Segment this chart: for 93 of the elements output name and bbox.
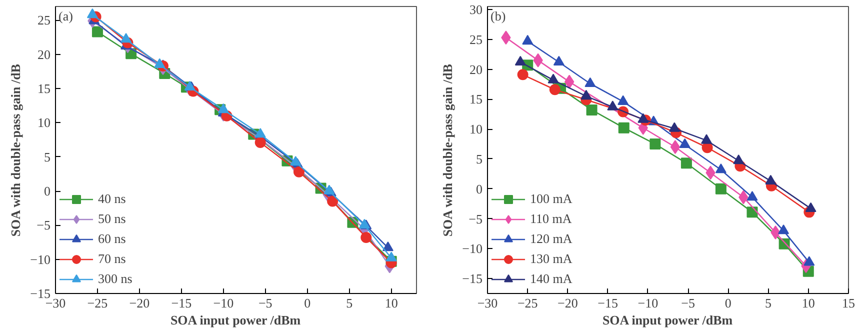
y-tick-label: 20 [470, 62, 482, 77]
point [517, 69, 528, 80]
x-axis-title: SOA input power /dBm [170, 312, 301, 328]
point [120, 33, 132, 43]
point [607, 100, 618, 110]
x-tick-label: −10 [638, 296, 658, 310]
x-tick-label: −20 [129, 296, 150, 310]
point [701, 134, 712, 144]
legend-label: 50 ns [98, 211, 126, 227]
y-tick-label: 10 [470, 122, 482, 137]
point [765, 174, 776, 184]
x-tick-label: −5 [258, 296, 272, 310]
point [549, 84, 560, 96]
y-tick-label: 0 [44, 184, 50, 198]
legend-label: 120 mA [530, 231, 572, 247]
x-tick-label: −10 [213, 296, 234, 310]
legend-label: 70 ns [98, 251, 126, 267]
point [680, 158, 692, 169]
legend-label: 300 ns [98, 271, 132, 287]
y-tick-label: 15 [470, 92, 482, 107]
legend-label: 60 ns [98, 231, 126, 247]
point [733, 154, 744, 164]
point [522, 34, 534, 45]
point [618, 95, 629, 105]
x-tick-label: 5 [346, 296, 353, 310]
y-tick-label: −15 [30, 286, 51, 301]
legend-label: 100 mA [530, 191, 572, 207]
x-tick-label: −5 [681, 296, 695, 310]
point [638, 113, 649, 123]
y-tick-label: 20 [38, 46, 50, 62]
point [580, 90, 592, 100]
y-tick-label: −15 [462, 271, 483, 286]
y-tick-label: 0 [476, 181, 482, 196]
point [548, 74, 559, 84]
y-tick-label: −10 [462, 241, 483, 256]
legend-label: 110 mA [530, 211, 572, 227]
point [553, 56, 564, 66]
x-tick-label: −15 [598, 296, 618, 310]
x-tick-label: 0 [724, 296, 732, 310]
x-tick-label: 5 [765, 296, 772, 310]
legend-label: 140 mA [530, 271, 572, 287]
point [327, 196, 338, 207]
y-tick-label: −10 [30, 252, 51, 267]
point [715, 163, 726, 174]
y-tick-label: 5 [476, 151, 482, 166]
x-tick-label: −30 [477, 296, 498, 310]
point [382, 241, 394, 252]
point [805, 202, 816, 212]
y-axis-title: SOA with double-pass gain /dB [440, 64, 456, 237]
x-tick-label: 0 [304, 296, 311, 310]
y-axis-title: SOA with double-pass gain /dB [8, 64, 24, 237]
point [618, 122, 630, 134]
legend-label: 40 ns [98, 191, 126, 207]
point [154, 58, 166, 68]
point [804, 256, 815, 266]
y-tick-label: 25 [38, 12, 50, 28]
point [715, 183, 726, 194]
x-tick-label: 15 [842, 296, 855, 310]
point [218, 103, 229, 114]
x-tick-label: 10 [384, 296, 398, 310]
x-tick-label: −25 [87, 296, 108, 310]
x-tick-label: 10 [802, 296, 815, 310]
point [386, 252, 397, 262]
y-tick-label: 15 [38, 81, 50, 96]
x-tick-label: −15 [171, 296, 192, 310]
annotation: (a) [58, 8, 73, 24]
x-tick-label: −25 [517, 296, 538, 310]
y-tick-label: −5 [36, 218, 51, 233]
point [650, 138, 661, 150]
y-tick-label: 25 [470, 32, 482, 47]
point [584, 77, 596, 88]
annotation: (b) [490, 8, 506, 24]
x-tick-label: −20 [558, 296, 578, 310]
point [670, 140, 680, 154]
point [746, 206, 758, 218]
point [293, 166, 304, 178]
point [360, 232, 372, 243]
point [668, 122, 680, 132]
y-tick-label: 10 [38, 115, 50, 130]
legend-label: 130 mA [530, 251, 572, 267]
point [86, 8, 98, 18]
x-axis-title: SOA input power /dBm [602, 312, 733, 328]
point [564, 74, 574, 89]
point [746, 190, 758, 201]
point [586, 104, 598, 116]
point [778, 224, 790, 234]
point [92, 26, 103, 38]
point [254, 136, 266, 148]
y-tick-label: 30 [470, 2, 482, 17]
y-tick-label: −5 [468, 211, 483, 226]
point [679, 138, 690, 148]
y-tick-label: 5 [44, 149, 50, 164]
point [514, 56, 526, 66]
